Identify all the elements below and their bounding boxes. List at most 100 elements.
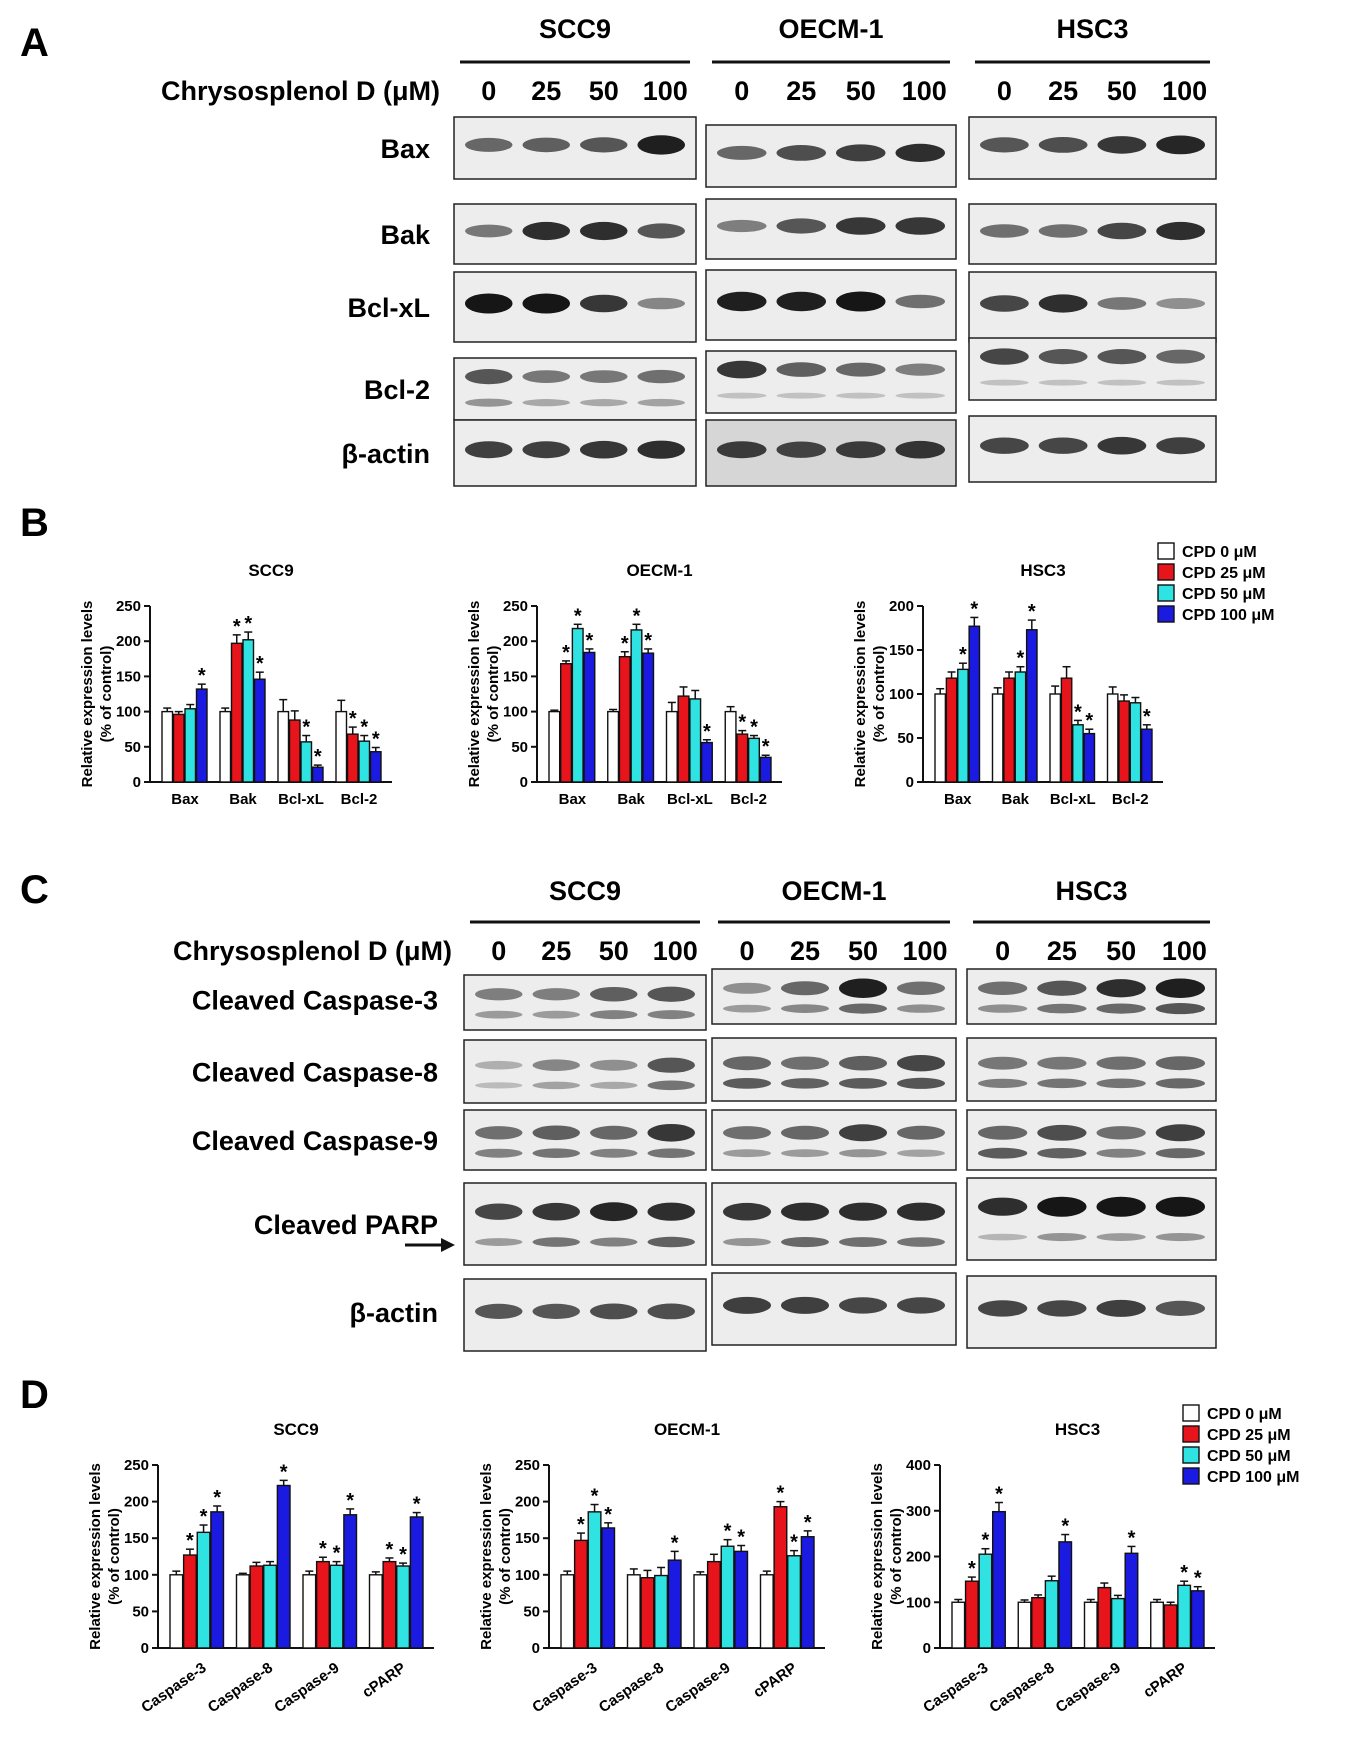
protein-band — [1155, 1078, 1205, 1089]
bar — [369, 751, 382, 783]
bar — [689, 698, 702, 783]
protein-band — [717, 360, 767, 379]
significance-mark: * — [1061, 1516, 1069, 1538]
y-axis-label-line: (% of control) — [106, 1508, 123, 1605]
protein-band — [781, 1056, 829, 1070]
x-tick-label: Bak — [1001, 791, 1029, 808]
bar — [300, 741, 313, 783]
dose-label: 0 — [995, 936, 1010, 966]
dose-label: 50 — [1106, 936, 1136, 966]
blot-membrane — [711, 1109, 957, 1171]
protein-band — [836, 291, 886, 312]
bar — [759, 1574, 774, 1649]
protein-band — [1037, 1003, 1087, 1014]
protein-band — [475, 1148, 523, 1158]
x-tick-label: Caspase-8 — [205, 1659, 276, 1716]
x-tick-label: Caspase-3 — [920, 1659, 991, 1716]
protein-band — [723, 1237, 771, 1247]
x-tick-label: Bcl-xL — [278, 791, 324, 808]
bar — [573, 1539, 588, 1649]
protein-band — [1096, 1078, 1146, 1089]
protein-band — [978, 1004, 1028, 1013]
protein-band — [1038, 224, 1088, 238]
y-tick-label: 0 — [923, 1640, 931, 1657]
bar — [548, 710, 561, 783]
bar — [991, 1510, 1006, 1649]
x-tick-label: Caspase-9 — [1053, 1659, 1124, 1716]
legend-swatch — [1157, 563, 1175, 581]
cell-line-header: OECM-1 — [781, 876, 886, 906]
protein-band — [475, 1060, 523, 1070]
protein-band — [590, 1081, 638, 1089]
y-tick-label: 50 — [523, 1603, 540, 1620]
bar — [587, 1511, 602, 1649]
protein-band — [1155, 1148, 1205, 1159]
protein-band — [1097, 349, 1147, 365]
bar — [235, 1574, 250, 1649]
panel-label: B — [20, 501, 49, 545]
significance-mark: * — [737, 1527, 745, 1549]
protein-band — [781, 1004, 829, 1013]
significance-mark: * — [995, 1484, 1003, 1506]
protein-band — [781, 981, 829, 996]
protein-band — [897, 981, 945, 995]
legend-swatch — [1182, 1446, 1200, 1464]
bar — [329, 1564, 344, 1649]
protein-band — [590, 1148, 638, 1158]
y-axis-label-line: Relative expression levels — [87, 1463, 104, 1650]
protein-band — [590, 1010, 638, 1020]
protein-band — [1156, 437, 1205, 455]
protein-band — [590, 1125, 638, 1140]
blot-membrane — [966, 1177, 1217, 1261]
blot-membrane — [705, 350, 957, 414]
bar — [219, 710, 232, 783]
bar — [169, 1574, 184, 1649]
y-tick-label: 0 — [141, 1640, 149, 1657]
protein-band — [647, 1010, 695, 1020]
protein-band — [723, 1149, 771, 1158]
dose-label: 100 — [1162, 936, 1207, 966]
bar — [693, 1574, 708, 1649]
y-tick-label: 200 — [116, 633, 141, 650]
y-axis-label-line: (% of control) — [98, 646, 115, 743]
y-tick-label: 50 — [897, 730, 914, 747]
protein-band — [532, 988, 580, 1001]
significance-mark: * — [413, 1494, 421, 1516]
panel-a-western-blot: A SCC9 0 25 50 100 OECM-1 0 25 50 100 HSC3 0 25 50 100 C… — [20, 14, 1217, 487]
bar — [583, 651, 596, 783]
protein-band — [781, 1149, 829, 1158]
bar — [161, 710, 174, 783]
dose-label: 0 — [491, 936, 506, 966]
protein-band — [580, 370, 628, 383]
protein-band — [723, 1126, 771, 1140]
significance-mark: * — [1074, 701, 1082, 723]
chart-title: HSC3 — [1055, 1420, 1100, 1439]
dose-label: 25 — [531, 76, 561, 106]
y-tick-label: 300 — [906, 1503, 931, 1520]
significance-mark: * — [280, 1461, 288, 1483]
bar — [654, 1574, 669, 1649]
protein-band — [836, 217, 886, 235]
protein-band — [647, 1080, 695, 1091]
protein-band — [532, 1202, 580, 1221]
x-tick-label: Bak — [617, 791, 645, 808]
protein-band — [978, 1147, 1028, 1159]
protein-band — [897, 1077, 945, 1089]
bar — [759, 756, 772, 783]
blot-row-label: β-actin — [342, 439, 431, 469]
protein-band — [1037, 1300, 1087, 1317]
bar — [1044, 1580, 1059, 1649]
bar — [607, 710, 620, 783]
bar — [630, 629, 643, 783]
dose-label: 50 — [1107, 76, 1137, 106]
y-tick-label: 150 — [889, 642, 914, 659]
bar — [315, 1560, 330, 1649]
protein-band — [532, 1010, 580, 1019]
y-tick-label: 0 — [133, 774, 141, 791]
protein-band — [723, 1296, 771, 1314]
protein-band — [776, 145, 826, 161]
protein-band — [465, 224, 513, 238]
bar — [182, 1554, 197, 1649]
